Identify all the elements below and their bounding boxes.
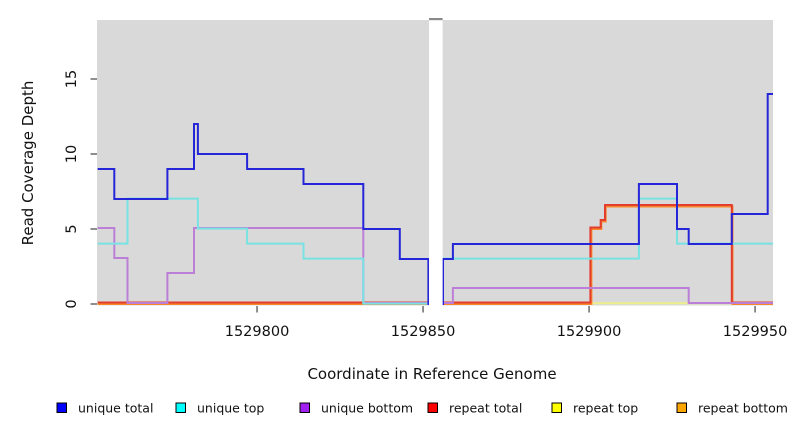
legend-swatch-unique-top <box>175 402 186 413</box>
legend-swatch-repeat-top <box>551 402 562 413</box>
series-line-unique-top <box>97 197 773 305</box>
y-axis-tick-label: 10 <box>64 145 80 163</box>
series-line-unique-bottom <box>97 227 773 304</box>
legend-swatch-unique-bottom <box>299 402 310 413</box>
legend-swatch-repeat-bottom <box>676 402 687 413</box>
y-axis-tick-label: 15 <box>64 70 80 88</box>
legend-label: unique top <box>197 401 264 416</box>
legend-label: unique bottom <box>321 401 413 416</box>
x-axis-tick-label: 1529800 <box>225 324 290 340</box>
y-axis-tick-label: 5 <box>64 224 80 233</box>
legend-label: unique total <box>78 401 153 416</box>
series-line-unique-total <box>97 93 773 305</box>
legend-label: repeat top <box>573 401 638 416</box>
legend-swatch-unique-total <box>56 402 67 413</box>
na-gap-cap <box>429 18 443 21</box>
x-axis-title: Coordinate in Reference Genome <box>307 365 556 383</box>
x-axis-tick-label: 1529950 <box>723 324 788 340</box>
legend-label: repeat total <box>449 401 522 416</box>
x-axis-tick-label: 1529900 <box>557 324 622 340</box>
legend-swatch-repeat-total <box>427 402 438 413</box>
y-axis-tick-label: 0 <box>64 299 80 308</box>
y-axis-title: Read Coverage Depth <box>19 81 37 246</box>
na-gap-band <box>429 19 443 306</box>
x-axis-tick-label: 1529850 <box>391 324 456 340</box>
legend-label: repeat bottom <box>698 401 788 416</box>
series-line-repeat-total <box>97 204 773 304</box>
